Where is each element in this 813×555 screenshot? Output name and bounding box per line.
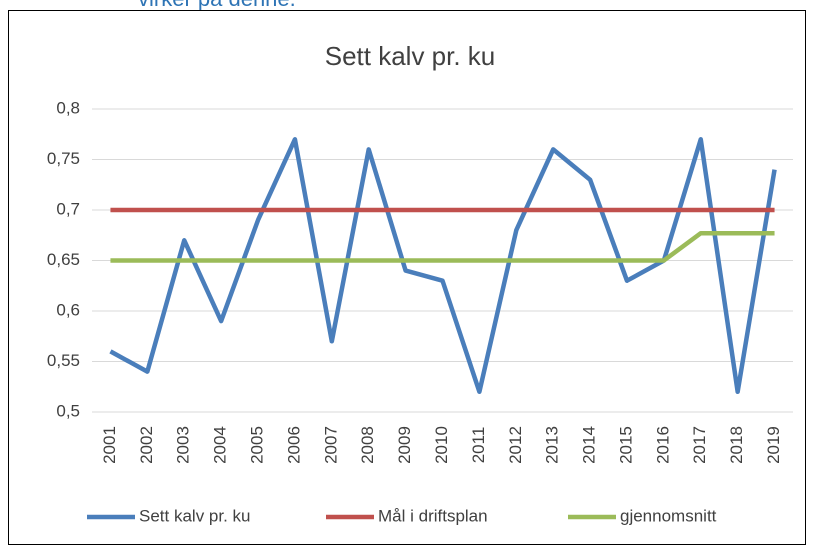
x-tick-label: 2012 — [506, 426, 525, 464]
y-tick-label: 0,8 — [56, 98, 80, 117]
x-tick-label: 2016 — [653, 426, 672, 464]
x-tick-label: 2019 — [764, 426, 783, 464]
x-tick-label: 2010 — [432, 426, 451, 464]
chart-border — [8, 10, 806, 545]
x-tick-label: 2015 — [616, 426, 635, 464]
legend-label: gjennomsnitt — [620, 506, 717, 525]
x-tick-label: 2004 — [211, 426, 230, 464]
x-tick-label: 2007 — [321, 426, 340, 464]
x-tick-label: 2017 — [690, 426, 709, 464]
series-line — [110, 230, 775, 263]
x-tick-label: 2003 — [174, 426, 193, 464]
x-tick-label: 2001 — [100, 426, 119, 464]
y-tick-label: 0,7 — [56, 199, 80, 218]
y-tick-label: 0,75 — [47, 149, 80, 168]
x-tick-label: 2008 — [358, 426, 377, 464]
annotation: virker på denne. — [138, 0, 296, 11]
legend-label: Sett kalv pr. ku — [139, 506, 251, 525]
y-tick-label: 0,5 — [56, 401, 80, 420]
x-tick-label: 2011 — [469, 427, 488, 464]
y-tick-label: 0,65 — [47, 250, 80, 269]
x-tick-label: 2018 — [727, 426, 746, 464]
x-tick-label: 2002 — [137, 426, 156, 464]
x-tick-label: 2006 — [284, 426, 303, 464]
series-line — [109, 137, 777, 395]
legend-label: Mål i driftsplan — [378, 506, 488, 525]
x-tick-label: 2009 — [395, 426, 414, 464]
x-tick-label: 2005 — [248, 426, 267, 464]
y-tick-label: 0,55 — [47, 351, 80, 370]
x-tick-label: 2013 — [543, 426, 562, 464]
chart-title: Sett kalv pr. ku — [325, 41, 496, 71]
x-tick-label: 2014 — [580, 426, 599, 464]
y-tick-label: 0,6 — [56, 300, 80, 319]
